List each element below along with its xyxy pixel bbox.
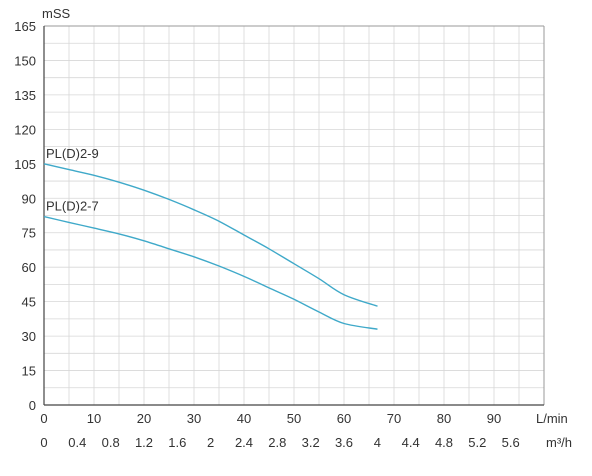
plot-frame: [43, 25, 545, 406]
y-tick-label: 45: [22, 295, 36, 310]
x-m3h-tick-label: 2.8: [268, 435, 286, 450]
x-m3h-tick-label: 2.4: [235, 435, 253, 450]
y-tick-label: 135: [14, 88, 36, 103]
x-m3h-tick-label: 5.6: [502, 435, 520, 450]
x-m3h-tick-label: 5.2: [468, 435, 486, 450]
x-lmin-tick-label: 90: [487, 411, 501, 426]
y-tick-label: 165: [14, 19, 36, 34]
x-m3h-tick-label: 1.6: [168, 435, 186, 450]
x-m3h-tick-label: 3.2: [302, 435, 320, 450]
x-axis-unit-m3h: m³/h: [546, 435, 572, 450]
y-tick-label: 150: [14, 53, 36, 68]
x-lmin-tick-label: 80: [437, 411, 451, 426]
x-lmin-tick-label: 60: [337, 411, 351, 426]
x-lmin-tick-label: 10: [87, 411, 101, 426]
x-axis-lmin-ticks: 0 10 20 30 40 50 60 70 80 90: [40, 411, 501, 426]
x-m3h-tick-label: 0.4: [68, 435, 86, 450]
y-tick-label: 15: [22, 364, 36, 379]
x-lmin-tick-label: 30: [187, 411, 201, 426]
series-line-pl-d-2-9: [43, 163, 378, 307]
y-tick-label: 90: [22, 191, 36, 206]
x-axis-m3h-ticks: 0 0.4 0.8 1.2 1.6 2 2.4 2.8 3.2 3.6 4 4.4 4.8 5.2 5.6: [40, 435, 519, 450]
x-m3h-tick-label: 0.8: [102, 435, 120, 450]
x-m3h-tick-label: 4: [374, 435, 381, 450]
x-m3h-tick-label: 3.6: [335, 435, 353, 450]
x-lmin-tick-label: 50: [287, 411, 301, 426]
x-lmin-tick-label: 0: [40, 411, 47, 426]
x-m3h-tick-label: 0: [40, 435, 47, 450]
y-axis-ticks: 0 15 30 45 60 75 90 105 120 135 150 165: [14, 19, 36, 413]
y-tick-label: 30: [22, 329, 36, 344]
y-tick-label: 75: [22, 226, 36, 241]
grid: [44, 26, 544, 405]
series-label: PL(D)2-9: [46, 146, 99, 161]
x-axis-unit-lmin: L/min: [536, 411, 568, 426]
x-m3h-tick-label: 4.4: [402, 435, 420, 450]
x-lmin-tick-label: 40: [237, 411, 251, 426]
series-lines: [43, 163, 378, 330]
series-label: PL(D)2-7: [46, 199, 99, 214]
y-tick-label: 0: [29, 398, 36, 413]
series-line-pl-d-2-7: [43, 215, 378, 330]
y-tick-label: 120: [14, 122, 36, 137]
x-m3h-tick-label: 1.2: [135, 435, 153, 450]
x-lmin-tick-label: 20: [137, 411, 151, 426]
y-tick-label: 60: [22, 260, 36, 275]
x-m3h-tick-label: 4.8: [435, 435, 453, 450]
series-labels: PL(D)2-9 PL(D)2-7: [46, 146, 99, 214]
x-m3h-tick-label: 2: [207, 435, 214, 450]
y-tick-label: 105: [14, 157, 36, 172]
y-axis-unit: mSS: [42, 6, 71, 21]
x-lmin-tick-label: 70: [387, 411, 401, 426]
